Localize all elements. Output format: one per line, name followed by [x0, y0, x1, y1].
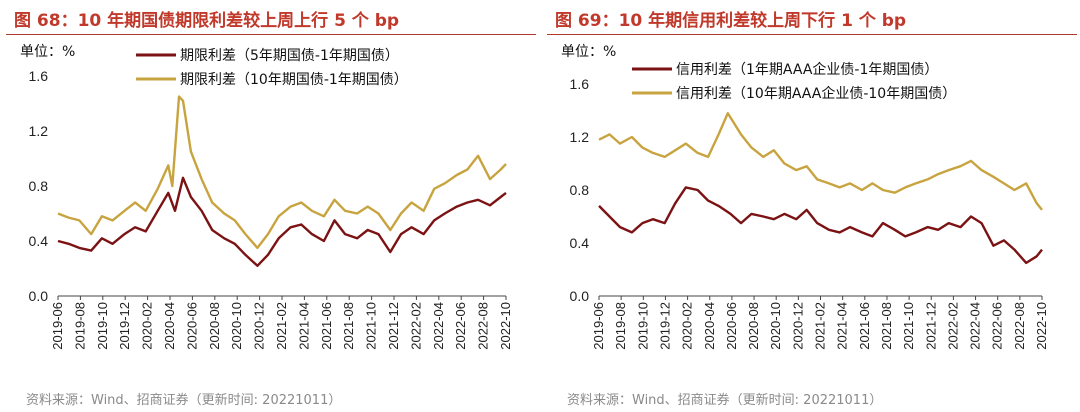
- x-tick-label: 2019-12: [117, 302, 132, 350]
- y-tick-label: 1.6: [29, 68, 49, 84]
- chart-panel-right: 图 69：10 年期信用利差较上周下行 1 个 bp 单位：% 1.6 1.2 0.8…: [547, 0, 1077, 412]
- x-tick-label: 2022-04: [431, 302, 446, 350]
- x-tick-label: 2021-10: [364, 302, 379, 350]
- x-tick-label: 2019-08: [613, 302, 628, 350]
- x-tick-label: 2019-08: [72, 302, 87, 350]
- y-tick-label: 1.6: [570, 76, 590, 92]
- series-line-2: [598, 112, 1043, 211]
- x-tick-label: 2021-08: [879, 302, 894, 350]
- chart-panel-left: 图 68：10 年期国债期限利差较上周上行 5 个 bp 单位：% 1.6 1.2 0…: [6, 0, 536, 412]
- y-tick-label: 1.2: [29, 123, 49, 139]
- x-tick-label: 2019-10: [635, 302, 650, 350]
- series-line-1: [57, 176, 507, 267]
- y-tick-label: 0.0: [570, 288, 590, 304]
- x-tick-label: 2020-04: [162, 302, 177, 350]
- x-tick-label: 2021-06: [857, 302, 872, 350]
- unit-label: 单位：%: [20, 44, 75, 60]
- y-tick-label: 0.8: [29, 178, 49, 194]
- x-tick-label: 2020-12: [790, 302, 805, 350]
- x-tick-label: 2020-02: [140, 302, 155, 350]
- x-tick-label: 2021-02: [813, 302, 828, 350]
- title-rule: [547, 34, 1077, 35]
- series-line-1: [598, 186, 1043, 265]
- x-tick-label: 2020-06: [184, 302, 199, 350]
- x-tick-label: 2022-06: [990, 302, 1005, 350]
- x-tick-label: 2021-06: [319, 302, 334, 350]
- x-tick-label: 2020-12: [252, 302, 267, 350]
- x-tick-label: 2021-04: [835, 302, 850, 350]
- x-tick-label: 2022-08: [1012, 302, 1027, 350]
- title-rule: [6, 34, 536, 35]
- x-tick-label: 2020-08: [207, 302, 222, 350]
- x-tick-label: 2020-08: [746, 302, 761, 350]
- source-note: 资料来源：Wind、招商证券（更新时间: 20221011）: [567, 393, 883, 408]
- legend-label: 信用利差（1年期AAA企业债-1年期国债）: [676, 61, 938, 78]
- x-tick-label: 2019-12: [657, 302, 672, 350]
- legend-label: 信用利差（10年期AAA企业债-10年期国债）: [676, 85, 956, 102]
- y-tick-label: 0.4: [29, 233, 49, 249]
- y-tick-label: 0.8: [570, 182, 590, 198]
- x-tick-label: 2021-02: [274, 302, 289, 350]
- series-line-2: [57, 95, 507, 250]
- x-tick-label: 2019-06: [50, 302, 65, 350]
- x-tick-label: 2021-04: [296, 302, 311, 350]
- y-tick-label: 0.4: [570, 235, 590, 251]
- chart-title: 图 69：10 年期信用利差较上周下行 1 个 bp: [555, 11, 907, 31]
- x-tick-label: 2020-10: [229, 302, 244, 350]
- x-tick-label: 2022-10: [498, 302, 513, 350]
- x-tick-label: 2021-10: [901, 302, 916, 350]
- x-tick-label: 2021-08: [341, 302, 356, 350]
- x-tick-label: 2022-10: [1034, 302, 1049, 350]
- x-tick-label: 2021-12: [386, 302, 401, 350]
- y-tick-label: 1.2: [570, 129, 590, 145]
- x-tick-label: 2020-04: [702, 302, 717, 350]
- legend-label: 期限利差（10年期国债-1年期国债）: [180, 72, 408, 88]
- x-tick-label: 2022-04: [968, 302, 983, 350]
- x-tick-label: 2022-02: [945, 302, 960, 350]
- x-tick-label: 2020-06: [724, 302, 739, 350]
- source-note: 资料来源：Wind、招商证券（更新时间: 20221011）: [26, 393, 342, 408]
- legend-label: 期限利差（5年期国债-1年期国债）: [180, 48, 399, 64]
- chart-title: 图 68：10 年期国债期限利差较上周上行 5 个 bp: [14, 11, 400, 31]
- x-tick-label: 2019-10: [95, 302, 110, 350]
- x-tick-label: 2021-12: [923, 302, 938, 350]
- x-tick-label: 2019-06: [591, 302, 606, 350]
- unit-label: 单位：%: [561, 44, 616, 60]
- x-tick-label: 2020-02: [680, 302, 695, 350]
- x-tick-label: 2020-10: [768, 302, 783, 350]
- y-tick-label: 0.0: [29, 288, 49, 304]
- x-tick-label: 2022-02: [408, 302, 423, 350]
- x-tick-label: 2022-08: [476, 302, 491, 350]
- x-tick-label: 2022-06: [453, 302, 468, 350]
